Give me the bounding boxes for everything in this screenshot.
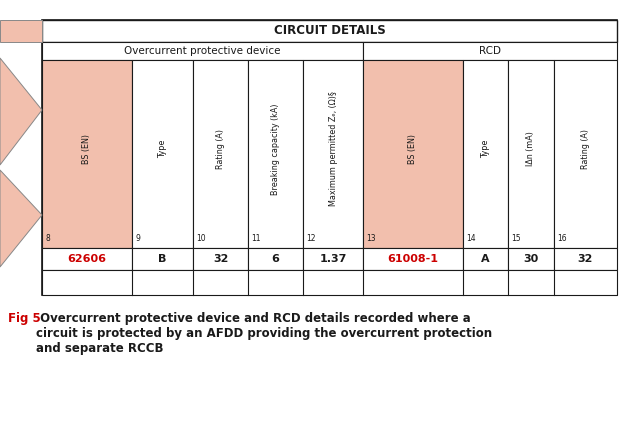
Text: 16: 16 (557, 234, 567, 243)
Bar (42, 270, 617, 295)
Bar (193, 60, 248, 248)
Text: 61008-1: 61008-1 (387, 254, 438, 264)
Text: RCD: RCD (479, 46, 501, 56)
Text: 32: 32 (578, 254, 593, 264)
Text: 8: 8 (45, 234, 50, 243)
Text: 62606: 62606 (68, 254, 107, 264)
Text: 30: 30 (523, 254, 539, 264)
Bar (508, 248, 554, 270)
Bar (363, 42, 617, 60)
Bar (42, 60, 132, 248)
Bar (463, 248, 508, 270)
Text: Breaking capacity (kA): Breaking capacity (kA) (271, 103, 280, 195)
Text: CIRCUIT DETAILS: CIRCUIT DETAILS (273, 24, 385, 38)
Text: A: A (481, 254, 490, 264)
Bar (554, 60, 617, 248)
Bar (42, 20, 617, 295)
Text: Type: Type (481, 140, 490, 158)
Bar (554, 248, 617, 270)
Text: 10: 10 (196, 234, 206, 243)
Bar (0, 20, 42, 42)
Bar (303, 248, 363, 270)
Bar (132, 60, 193, 248)
Text: 13: 13 (366, 234, 376, 243)
Text: 6: 6 (272, 254, 279, 264)
Bar (363, 248, 463, 270)
Text: Rating (A): Rating (A) (216, 129, 225, 169)
Bar (42, 248, 132, 270)
Text: Fig 5: Fig 5 (8, 312, 41, 325)
Bar (508, 60, 554, 248)
Bar (42, 42, 363, 60)
Text: 1.37: 1.37 (320, 254, 347, 264)
Bar (42, 20, 617, 42)
Text: BS (EN): BS (EN) (82, 134, 91, 164)
Bar (363, 60, 463, 248)
Text: IΔn (mA): IΔn (mA) (527, 132, 535, 166)
Text: Overcurrent protective device: Overcurrent protective device (124, 46, 281, 56)
Bar (463, 60, 508, 248)
Bar (248, 60, 303, 248)
Polygon shape (0, 58, 42, 165)
Text: 12: 12 (306, 234, 316, 243)
Text: Overcurrent protective device and RCD details recorded where a
circuit is protec: Overcurrent protective device and RCD de… (36, 312, 492, 355)
Text: 14: 14 (466, 234, 475, 243)
Text: 9: 9 (135, 234, 140, 243)
Text: 32: 32 (213, 254, 228, 264)
Text: Type: Type (158, 140, 167, 158)
Text: 15: 15 (511, 234, 521, 243)
Polygon shape (0, 170, 42, 267)
Bar (303, 60, 363, 248)
Bar (248, 248, 303, 270)
Text: 11: 11 (251, 234, 261, 243)
Text: Rating (A): Rating (A) (581, 129, 590, 169)
Text: Maximum permitted Zₑ, (Ω)§: Maximum permitted Zₑ, (Ω)§ (328, 92, 337, 206)
Text: B: B (158, 254, 167, 264)
Bar (132, 248, 193, 270)
Bar (193, 248, 248, 270)
Text: BS (EN): BS (EN) (408, 134, 417, 164)
